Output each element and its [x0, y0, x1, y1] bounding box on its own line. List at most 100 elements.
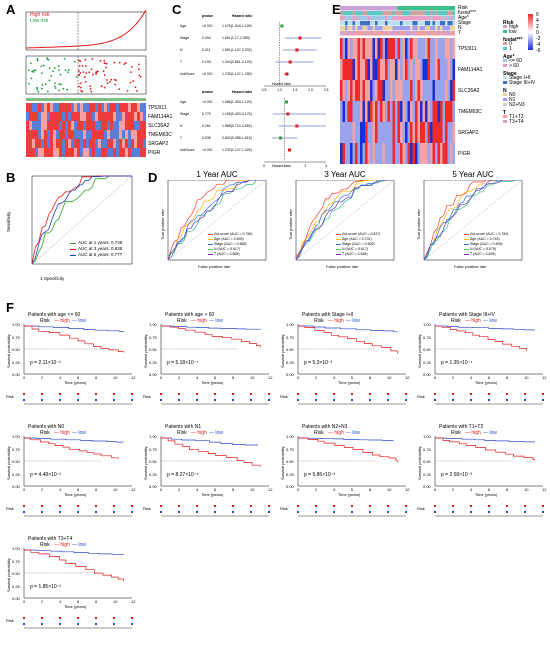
heat-cell [92, 148, 95, 157]
heat-cell [32, 130, 35, 139]
panel-d-legend-swatch [208, 254, 213, 255]
panel-e-legend-swatch [503, 93, 507, 96]
track-cell [427, 16, 431, 21]
panel-f-x-tick: 8 [506, 487, 509, 492]
survival-dot [79, 72, 82, 74]
track-cell [435, 16, 438, 21]
heat-cell [400, 80, 403, 101]
heat-cell [422, 38, 426, 59]
heat-cell [83, 148, 86, 157]
panel-e-legend-swatch [503, 59, 507, 62]
panel-f-x-tick: 2 [178, 487, 181, 492]
heat-cell [41, 139, 44, 148]
track-cell [390, 11, 393, 16]
heat-cell [350, 59, 353, 80]
heat-cell [113, 121, 116, 130]
track-cell [395, 6, 398, 11]
track-cell [340, 26, 343, 31]
panel-c-row-pvalue: <0.001 [202, 100, 213, 104]
panel-c-row-hr: 1.235(1.147-1.330) [222, 72, 252, 76]
heat-cell [74, 112, 77, 121]
heat-cell [83, 139, 86, 148]
panel-d-roc-line [167, 180, 266, 261]
heat-cell [415, 80, 418, 101]
risk-table-high [434, 505, 436, 507]
heat-cell [50, 121, 53, 130]
survival-dot [34, 69, 37, 71]
risk-table-high [333, 505, 335, 507]
heat-cell [432, 38, 436, 59]
panel-f-table-label: Risk [280, 506, 288, 511]
heat-cell [345, 122, 348, 143]
track-cell [400, 6, 403, 11]
panel-f-x-tick: 6 [351, 487, 354, 492]
track-cell [440, 31, 443, 36]
heat-cell [395, 38, 398, 59]
heat-cell [425, 80, 428, 101]
panel-f-y-tick: 0.00 [423, 372, 431, 377]
survival-dot [103, 62, 106, 65]
track-cell [360, 6, 363, 11]
risk-table-low [315, 511, 317, 513]
risk-table-high [452, 393, 454, 395]
heat-cell [89, 130, 92, 139]
track-cell [390, 6, 393, 11]
heat-cell [65, 121, 68, 130]
panel-e-legend-item: > 60 [509, 63, 519, 69]
risk-table-low [524, 511, 526, 513]
track-cell [442, 16, 446, 21]
panel-f-km-plots [23, 324, 544, 629]
track-cell [340, 21, 343, 26]
panel-f-x-tick: 10 [250, 375, 255, 380]
heat-cell [395, 101, 398, 122]
heat-cell [412, 122, 416, 143]
track-cell [382, 16, 386, 21]
panel-f-legend-title: Risk [314, 430, 324, 436]
risk-table-low [405, 399, 407, 401]
km-curve [24, 325, 124, 333]
heat-cell [134, 112, 137, 121]
heat-cell [80, 139, 83, 148]
panel-e-legend-title: N [503, 88, 507, 94]
heat-cell [355, 101, 358, 122]
panel-f-y-tick: 0.00 [12, 372, 20, 377]
track-cell [397, 16, 401, 21]
panel-e-track-label: fustat*** [458, 10, 477, 16]
track-cell [372, 11, 376, 16]
panel-f-xlabel: Time (years) [338, 492, 361, 497]
heat-cell [377, 101, 381, 122]
survival-dot [81, 65, 84, 67]
panel-f-x-tick: 10 [113, 487, 118, 492]
risk-table-high [297, 505, 299, 507]
risk-table-high [196, 393, 198, 395]
panel-f-y-tick: 0.00 [286, 372, 294, 377]
km-curve [24, 549, 124, 582]
heat-cell [437, 38, 441, 59]
heat-cell [427, 101, 431, 122]
heat-cell [29, 112, 32, 121]
risk-table-high [369, 393, 371, 395]
heat-cell [47, 121, 50, 130]
risk-table-low [405, 511, 407, 513]
track-cell [370, 6, 373, 11]
heat-cell [432, 59, 436, 80]
track-cell [410, 21, 413, 26]
panel-e-legend-item: 1 [509, 46, 512, 52]
track-cell [405, 6, 408, 11]
panel-e-gene-label: TMEM63C [458, 109, 482, 115]
panel-f-ylabel: Survival probability [143, 334, 148, 368]
risk-table-low [333, 399, 335, 401]
survival-dot [84, 58, 87, 61]
heat-cell [400, 38, 403, 59]
track-cell [387, 31, 391, 36]
panel-f-y-tick: 1.00 [12, 434, 20, 439]
panel-f-plot-title: Patients with Stage III+IV [439, 312, 496, 318]
track-cell [442, 26, 446, 31]
heat-cell [101, 148, 104, 157]
panel-f-plot-title: Patients with N0 [28, 424, 65, 430]
heat-cell [375, 143, 378, 164]
panel-f-x-tick: 2 [452, 375, 455, 380]
heat-cell [89, 148, 92, 157]
track-cell [430, 11, 433, 16]
